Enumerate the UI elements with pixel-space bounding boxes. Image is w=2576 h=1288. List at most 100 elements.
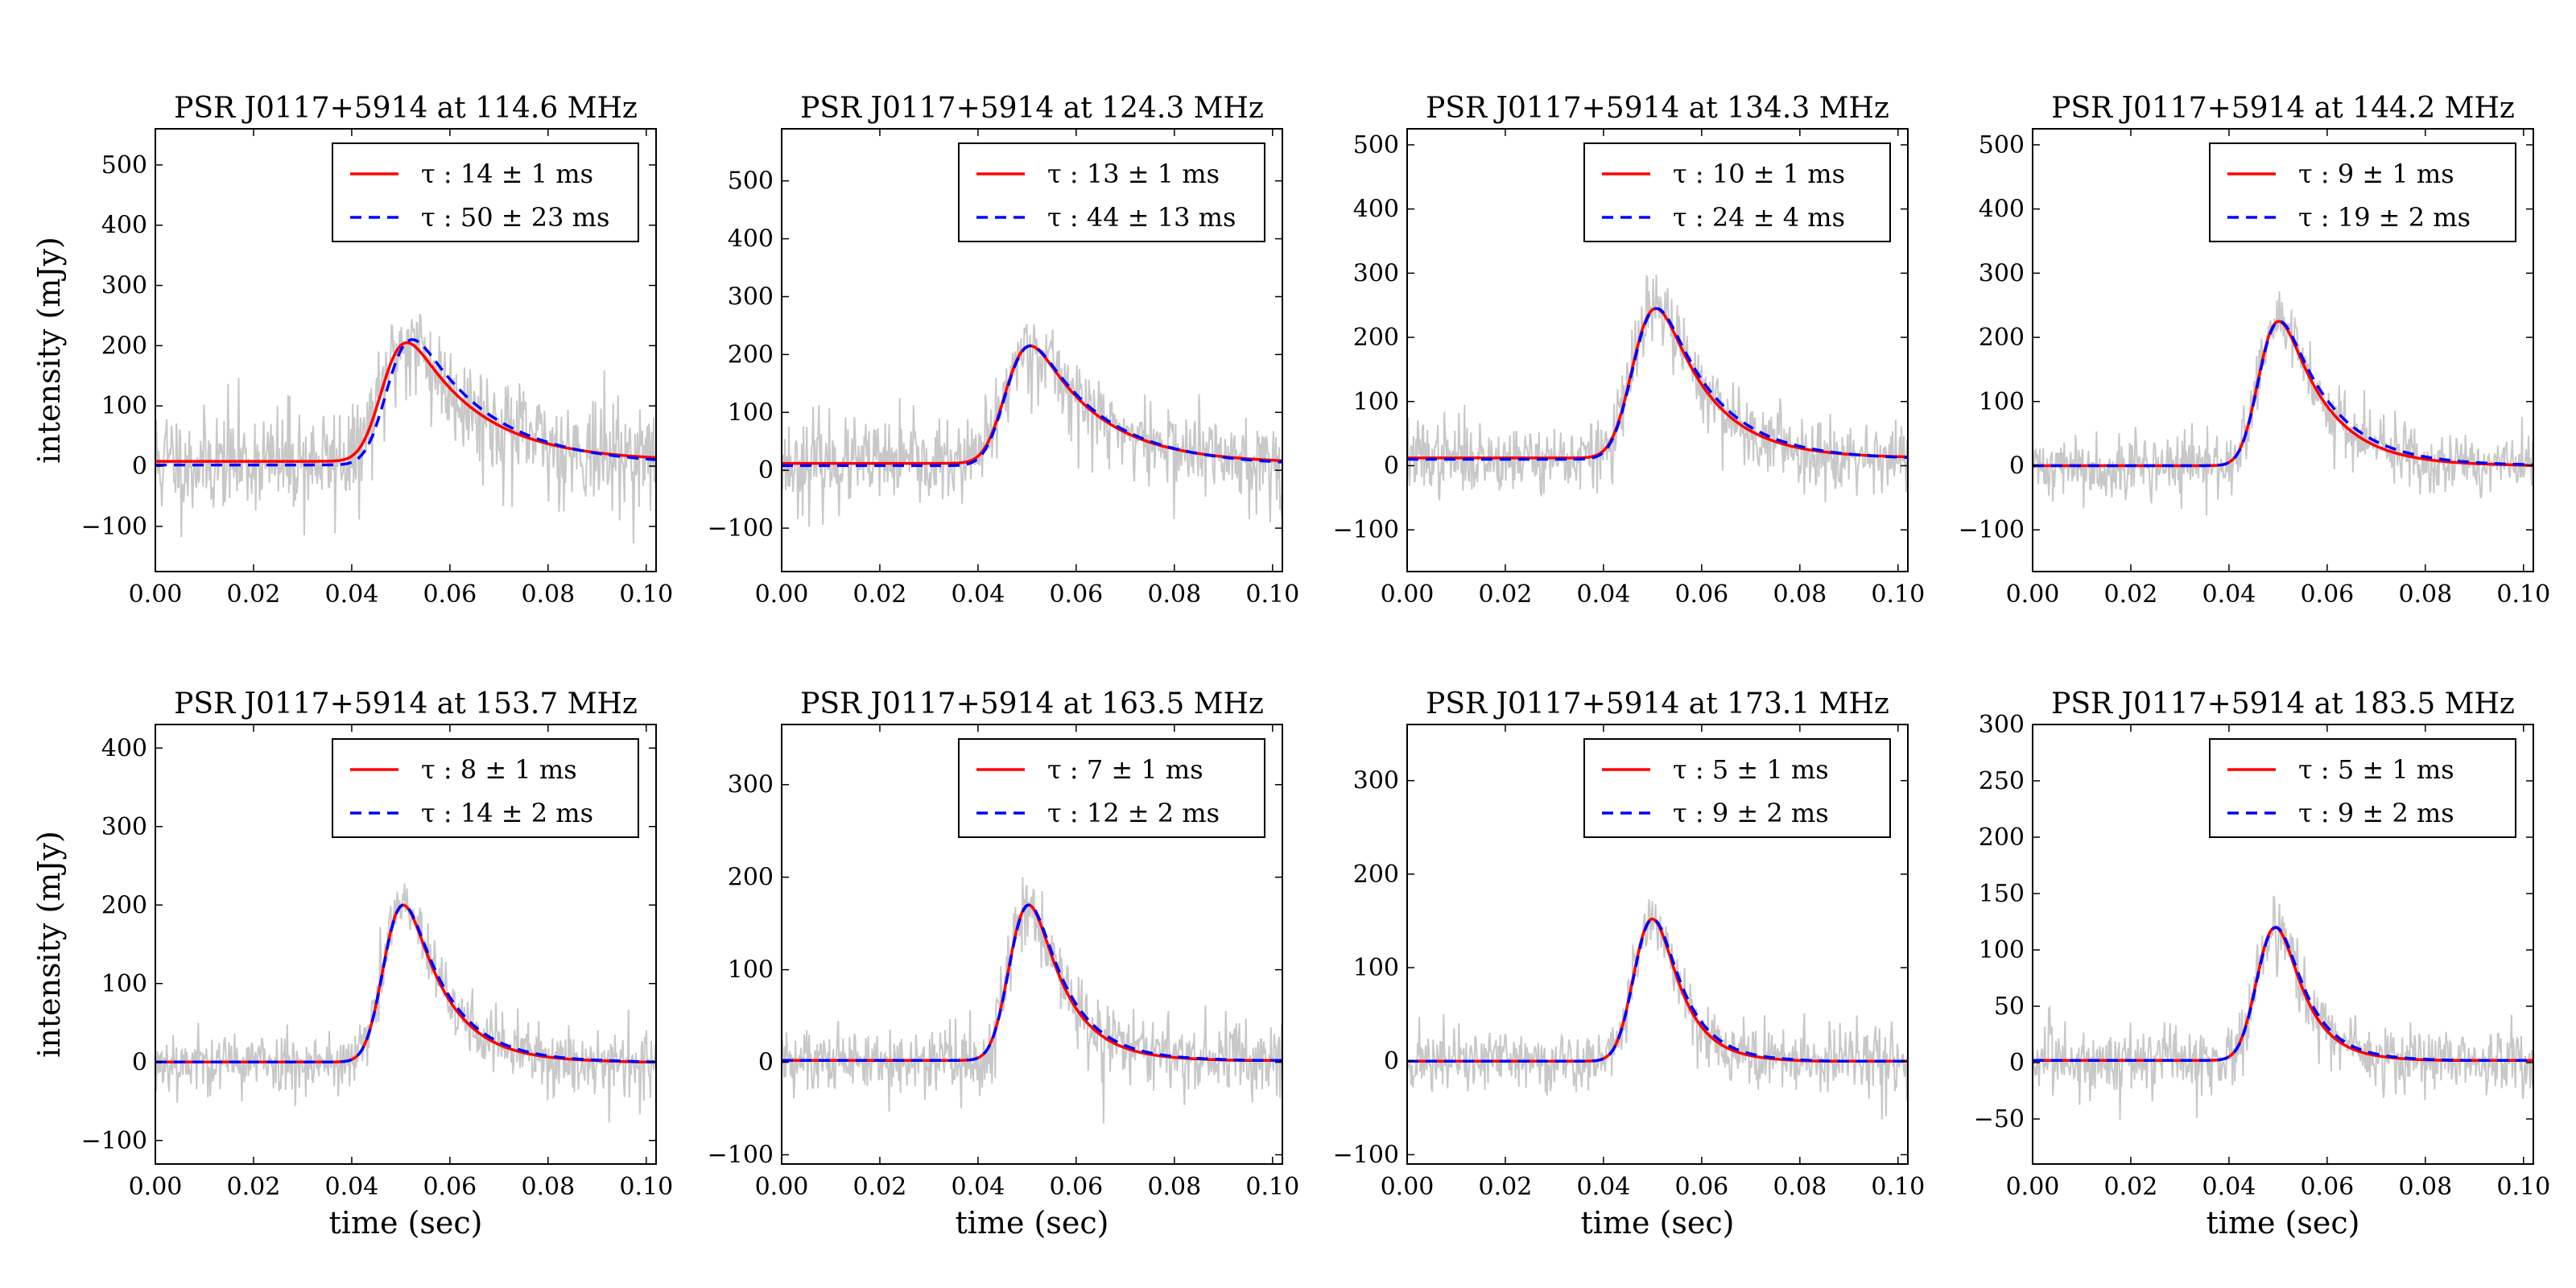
legend-label: τ : 9 ± 2 ms [1673, 798, 1829, 828]
fit-line-blue-dashed [155, 338, 656, 467]
x-tick-label: 0.00 [1381, 580, 1435, 609]
chart-title: PSR J0117+5914 at 163.5 MHz [800, 687, 1264, 720]
y-tick-label: 100 [728, 956, 774, 985]
y-tick-label: −100 [81, 513, 147, 541]
plot-area [155, 883, 656, 1123]
legend-label: τ : 14 ± 2 ms [421, 798, 593, 828]
y-tick-label: 300 [728, 283, 774, 311]
x-tick-label: 0.06 [1674, 580, 1728, 609]
y-tick-label: 50 [1994, 993, 2025, 1021]
x-tick-label: 0.10 [1245, 580, 1299, 609]
x-tick-label: 0.04 [2202, 580, 2256, 609]
legend-frame [1583, 142, 1891, 242]
fit-line-red [782, 903, 1282, 1063]
legend-label: τ : 19 ± 2 ms [2298, 202, 2471, 233]
y-tick-label: 500 [1353, 131, 1399, 159]
x-tick-label: 0.08 [2398, 1173, 2452, 1201]
legend-label: τ : 8 ± 1 ms [421, 754, 577, 785]
y-tick-label: 0 [758, 1049, 774, 1077]
y-tick-label: 300 [101, 272, 147, 300]
chart-title: PSR J0117+5914 at 134.3 MHz [1426, 92, 1889, 125]
x-tick-label: 0.08 [521, 580, 575, 609]
legend-label: τ : 7 ± 1 ms [1047, 754, 1203, 785]
x-tick-label: 0.02 [2104, 580, 2158, 609]
x-tick-label: 0.08 [1147, 1173, 1201, 1201]
legend: τ : 10 ± 1 ms τ : 24 ± 4 ms [1583, 142, 1891, 242]
plot-area [1407, 899, 1908, 1120]
axes-frame [781, 128, 1283, 572]
axes-frame [781, 724, 1283, 1165]
y-tick-label: 500 [728, 167, 774, 196]
y-tick-label: −100 [1333, 516, 1399, 544]
y-tick-label: 300 [1979, 259, 2025, 287]
axes-frame [1406, 128, 1909, 572]
legend: τ : 13 ± 1 ms τ : 44 ± 13 ms [958, 142, 1265, 242]
x-tick-label: 0.02 [853, 580, 907, 609]
y-tick-label: −100 [1333, 1141, 1399, 1169]
y-tick-label: 0 [1384, 452, 1399, 480]
legend-label: τ : 5 ± 1 ms [2298, 754, 2454, 785]
data-series-line [2033, 895, 2533, 1121]
y-tick-label: 200 [728, 864, 774, 892]
y-tick-label: 400 [101, 734, 147, 762]
y-tick-label: 200 [1353, 324, 1399, 352]
panel-2: 0.00 0.02 0.04 0.06 0.08 0.10 −100 0 100 200 300 40… [708, 92, 1300, 609]
y-tick-label: 200 [1979, 324, 2025, 352]
x-tick-label: 0.02 [227, 580, 281, 609]
data-series-line [1407, 275, 1908, 502]
y-tick-label: −100 [708, 514, 774, 543]
x-tick-label: 0.06 [1049, 580, 1103, 609]
y-tick-label: 150 [1979, 880, 2025, 908]
y-tick-label: 200 [1353, 861, 1399, 889]
y-tick-label: 300 [1353, 767, 1399, 795]
y-tick-label: 100 [1353, 388, 1399, 416]
y-tick-label: 100 [101, 970, 147, 998]
x-tick-label: 0.00 [755, 1173, 809, 1201]
y-tick-label: −100 [708, 1141, 774, 1170]
y-tick-label: 400 [101, 212, 147, 240]
x-axis-label: time (sec) [329, 1205, 483, 1241]
legend: τ : 14 ± 1 ms τ : 50 ± 23 ms [332, 142, 639, 242]
y-tick-label: 250 [1979, 767, 2025, 795]
legend-label: τ : 24 ± 4 ms [1673, 202, 1845, 233]
chart-title: PSR J0117+5914 at 114.6 MHz [174, 92, 638, 125]
data-series-line [155, 883, 656, 1123]
fit-line-blue-dashed [155, 903, 656, 1064]
fit-line-red [782, 344, 1282, 465]
legend-label: τ : 50 ± 23 ms [421, 202, 609, 233]
x-tick-label: 0.04 [325, 580, 379, 609]
x-tick-label: 0.00 [2006, 1173, 2060, 1201]
y-tick-label: 200 [1979, 824, 2025, 852]
chart-title: PSR J0117+5914 at 183.5 MHz [2051, 687, 2515, 720]
panel-6: 0.00 0.02 0.04 0.06 0.08 0.10 −100 0 100 200 300 PS… [708, 687, 1300, 1241]
chart-title: PSR J0117+5914 at 144.2 MHz [2051, 92, 2515, 125]
y-tick-label: 100 [1353, 954, 1399, 982]
legend: τ : 8 ± 1 ms τ : 14 ± 2 ms [332, 738, 639, 838]
x-tick-label: 0.04 [1577, 580, 1631, 609]
panel-7: 0.00 0.02 0.04 0.06 0.08 0.10 −100 0 100 200 300 PS… [1333, 687, 1926, 1241]
y-tick-label: 400 [1353, 196, 1399, 224]
x-tick-label: 0.10 [2496, 1173, 2550, 1201]
panel-1: 0.00 0.02 0.04 0.06 0.08 0.10 −100 0 100 200 300 40… [31, 92, 673, 609]
y-tick-label: 0 [132, 452, 147, 481]
y-tick-label: 200 [101, 332, 147, 360]
axes-frame [2032, 724, 2534, 1165]
x-tick-label: 0.06 [423, 580, 477, 609]
x-tick-label: 0.02 [227, 1173, 281, 1201]
fit-line-red [1407, 307, 1908, 460]
y-tick-label: 500 [1979, 131, 2025, 159]
legend: τ : 5 ± 1 ms τ : 9 ± 2 ms [2209, 738, 2516, 838]
x-tick-label: 0.10 [2496, 580, 2550, 609]
axes-frame [155, 128, 657, 572]
y-tick-label: 100 [728, 398, 774, 427]
legend-label: τ : 5 ± 1 ms [1673, 754, 1829, 785]
chart-title: PSR J0117+5914 at 124.3 MHz [800, 92, 1264, 125]
legend: τ : 5 ± 1 ms τ : 9 ± 2 ms [1583, 738, 1891, 838]
x-tick-label: 0.02 [853, 1173, 907, 1201]
x-tick-label: 0.08 [1773, 580, 1827, 609]
x-tick-label: 0.10 [1245, 1173, 1299, 1201]
y-tick-label: −50 [1974, 1105, 2025, 1133]
x-tick-label: 0.00 [129, 1173, 183, 1201]
x-tick-label: 0.06 [2300, 1173, 2354, 1201]
x-tick-label: 0.06 [1674, 1173, 1728, 1201]
